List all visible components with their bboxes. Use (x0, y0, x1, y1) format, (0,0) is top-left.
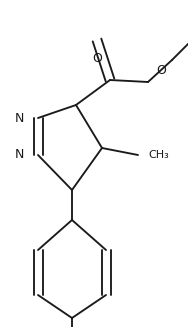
Text: O: O (92, 52, 102, 65)
Text: N: N (15, 148, 24, 162)
Text: N: N (15, 112, 24, 125)
Text: CH₃: CH₃ (148, 150, 169, 160)
Text: O: O (156, 64, 166, 77)
